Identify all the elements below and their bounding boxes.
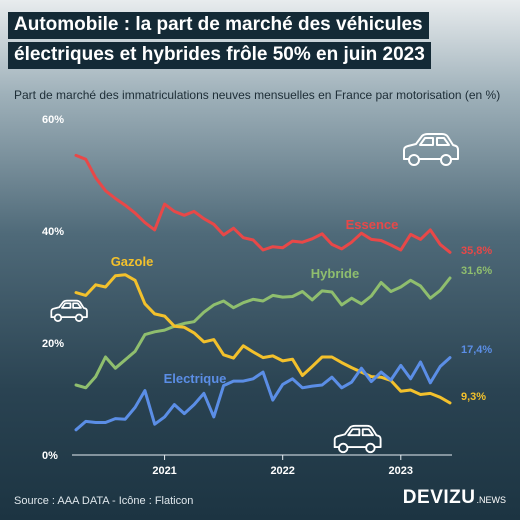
series-labels: Essence Hybride Gazole Electrique <box>111 217 399 386</box>
brand-logo: DEVIZU.NEWS <box>403 487 506 509</box>
y-tick-label: 0% <box>42 450 58 462</box>
chart-subtitle: Part de marché des immatriculations neuv… <box>14 88 501 102</box>
series-name-label: Hybride <box>311 266 359 281</box>
y-tick-label: 20% <box>42 338 64 350</box>
series-end-labels: 35,8% 31,6% 9,3% 17,4% <box>461 245 492 403</box>
series-end-value: 31,6% <box>461 265 492 277</box>
y-tick-label: 60% <box>42 114 64 126</box>
source-note: Source : AAA DATA - Icône : Flaticon <box>14 495 194 507</box>
series-line-electrique <box>74 356 452 432</box>
car-icon <box>50 299 88 322</box>
series-end-value: 17,4% <box>461 344 492 356</box>
x-axis-ticks: 2021 2022 2023 <box>152 455 413 477</box>
title-block: Automobile : la part de marché des véhic… <box>8 12 508 72</box>
series-lines <box>74 153 452 432</box>
x-tick-label: 2022 <box>270 465 294 477</box>
series-end-value: 9,3% <box>461 391 486 403</box>
series-name-label: Gazole <box>111 254 154 269</box>
series-line-essence <box>74 153 452 254</box>
x-tick-label: 2023 <box>389 465 413 477</box>
series-name-label: Essence <box>346 217 399 232</box>
car-icon <box>333 424 382 454</box>
x-tick-label: 2021 <box>152 465 176 477</box>
y-axis-ticks: 0% 20% 40% 60% <box>42 114 64 462</box>
brand-suffix: .NEWS <box>476 495 506 505</box>
series-name-label: Electrique <box>164 371 227 386</box>
car-icon <box>403 133 459 166</box>
brand-name: DEVIZU <box>402 487 476 508</box>
series-line-hybride <box>74 276 452 390</box>
title-line-1: Automobile : la part de marché des véhic… <box>8 12 429 39</box>
title-line-2: électriques et hybrides frôle 50% en jui… <box>8 42 431 69</box>
y-tick-label: 40% <box>42 226 64 238</box>
series-end-value: 35,8% <box>461 245 492 257</box>
series-line-gazole <box>74 273 452 405</box>
